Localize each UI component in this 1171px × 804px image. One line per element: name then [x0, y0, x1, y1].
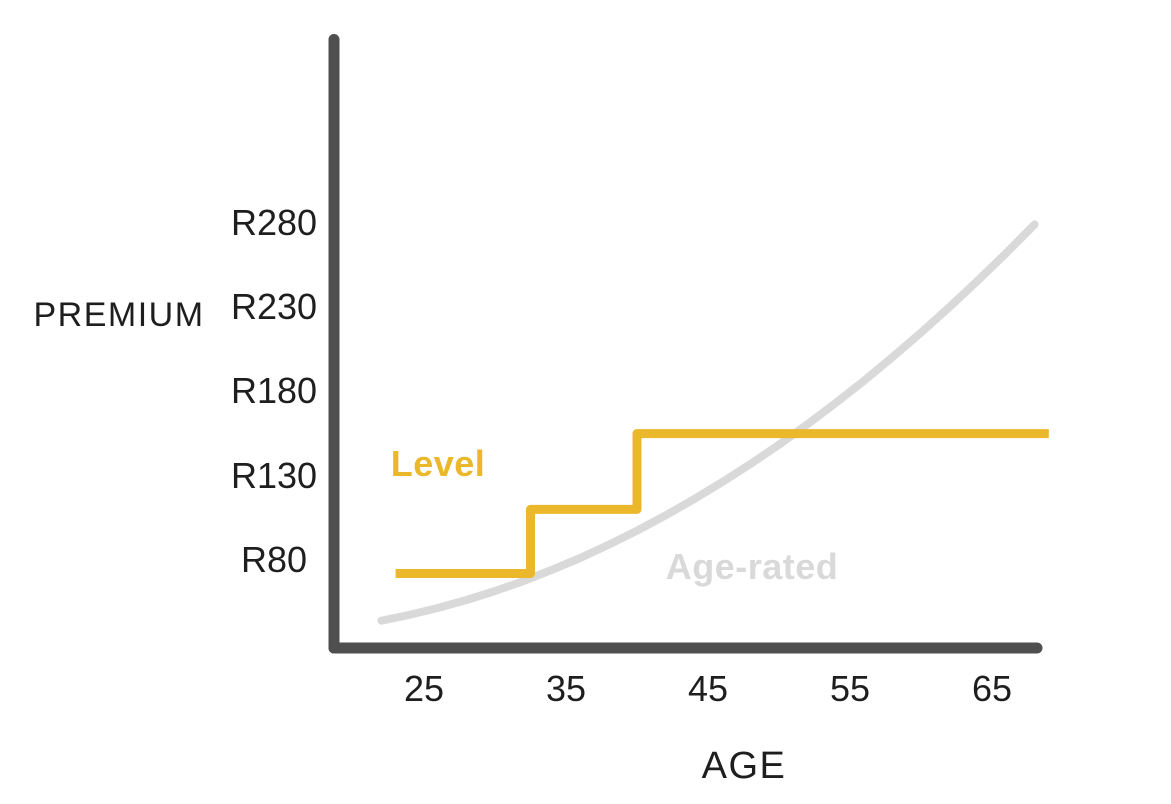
y-tick-label-130: R130	[230, 455, 318, 496]
x-tick-label-45: 45	[687, 668, 729, 709]
y-tick-label-280: R280	[230, 202, 318, 243]
x-tick-label-35: 35	[545, 668, 587, 709]
y-tick-label-80: R80	[240, 539, 308, 580]
x-tick-label-25: 25	[403, 668, 445, 709]
x-tick-label-65: 65	[971, 668, 1013, 709]
x-tick-label-55: 55	[829, 668, 871, 709]
y-tick-label-180: R180	[230, 370, 318, 411]
level-step-line	[395, 429, 1049, 578]
age-rated-curve	[377, 220, 1039, 625]
y-axis-title: PREMIUM	[33, 296, 205, 334]
x-axis-title: AGE	[701, 745, 787, 787]
age-rated-series-label: Age-rated	[665, 546, 839, 587]
y-tick-label-230: R230	[230, 286, 318, 327]
level-series-label: Level	[390, 443, 486, 484]
